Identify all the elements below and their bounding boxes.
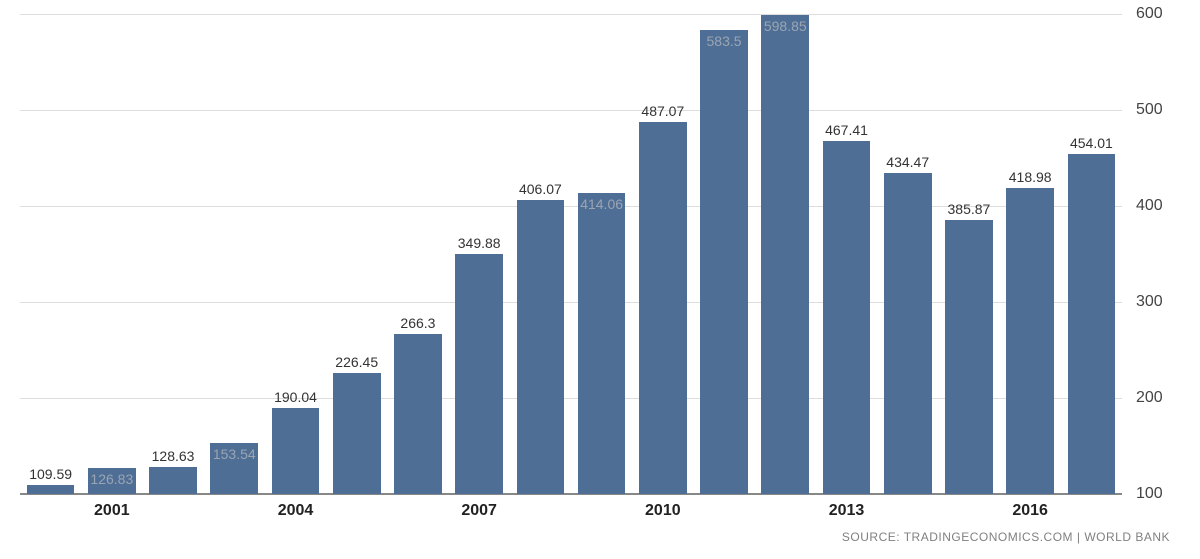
bar xyxy=(27,485,75,494)
bar-value-label: 349.88 xyxy=(458,235,501,251)
bar-value-label: 418.98 xyxy=(1009,169,1052,185)
bar-value-label: 226.45 xyxy=(335,354,378,370)
bar xyxy=(945,220,993,494)
gridline xyxy=(20,494,1122,495)
y-tick-label: 300 xyxy=(1136,293,1163,311)
bar-value-label: 266.3 xyxy=(400,315,435,331)
bar xyxy=(455,254,503,494)
bar xyxy=(884,173,932,494)
bar xyxy=(578,193,626,494)
bar-value-label: 583.5 xyxy=(707,33,742,49)
bar-value-label: 467.41 xyxy=(825,122,868,138)
bar-value-label: 406.07 xyxy=(519,181,562,197)
bar-value-label: 487.07 xyxy=(641,103,684,119)
bar xyxy=(1068,154,1116,494)
y-tick-label: 200 xyxy=(1136,389,1163,407)
y-tick-label: 100 xyxy=(1136,485,1163,503)
bar-value-label: 598.85 xyxy=(764,18,807,34)
bar-value-label: 153.54 xyxy=(213,446,256,462)
x-tick-label: 2001 xyxy=(94,502,130,520)
x-tick-label: 2013 xyxy=(829,502,865,520)
source-text: SOURCE: TRADINGECONOMICS.COM | WORLD BAN… xyxy=(842,530,1170,544)
bar xyxy=(1006,188,1054,494)
x-tick-label: 2007 xyxy=(461,502,497,520)
bar xyxy=(394,334,442,494)
bar-value-label: 190.04 xyxy=(274,389,317,405)
x-tick-label: 2004 xyxy=(278,502,314,520)
x-tick-label: 2016 xyxy=(1012,502,1048,520)
bar-value-label: 128.63 xyxy=(152,448,195,464)
bar xyxy=(333,373,381,494)
bar xyxy=(639,122,687,494)
y-tick-label: 500 xyxy=(1136,101,1163,119)
x-tick-label: 2010 xyxy=(645,502,681,520)
bar xyxy=(700,30,748,494)
y-tick-label: 600 xyxy=(1136,5,1163,23)
gridline xyxy=(20,110,1122,111)
bar-value-label: 126.83 xyxy=(90,471,133,487)
bar xyxy=(272,408,320,494)
bar-value-label: 414.06 xyxy=(580,196,623,212)
y-tick-label: 400 xyxy=(1136,197,1163,215)
gridline xyxy=(20,14,1122,15)
bar xyxy=(761,15,809,494)
bar xyxy=(149,467,197,494)
bar-value-label: 454.01 xyxy=(1070,135,1113,151)
plot-area: 109.59 126.83 128.63 153.54 190.04 226.45 266.… xyxy=(20,14,1122,494)
chart-container: 109.59 126.83 128.63 153.54 190.04 226.45 266.… xyxy=(0,0,1200,559)
bar-value-label: 109.59 xyxy=(29,466,72,482)
bar xyxy=(517,200,565,494)
bar xyxy=(823,141,871,494)
bar-value-label: 385.87 xyxy=(948,201,991,217)
bar-value-label: 434.47 xyxy=(886,154,929,170)
